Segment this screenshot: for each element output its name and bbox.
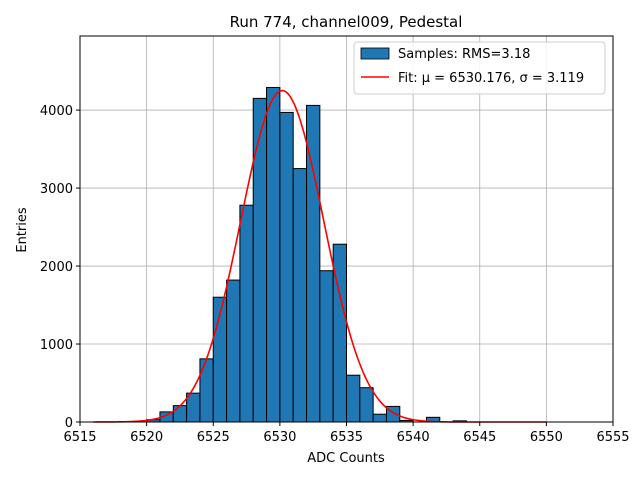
histogram-bar — [292, 168, 308, 423]
x-tick-label: 6515 — [63, 430, 96, 445]
y-tick-label: 4000 — [40, 104, 73, 119]
chart-title: Run 774, channel009, Pedestal — [230, 13, 463, 31]
x-tick-label: 6525 — [197, 430, 230, 445]
y-tick-label: 2000 — [40, 260, 73, 275]
legend-box — [353, 41, 606, 95]
legend-label-samples: Samples: RMS=3.18 — [398, 47, 530, 62]
axes — [76, 35, 614, 426]
histogram-bar — [186, 392, 201, 423]
x-axis-title: ADC Counts — [307, 451, 385, 466]
x-tick-label: 6555 — [596, 430, 629, 445]
histogram-bar — [332, 243, 347, 423]
histogram-bar — [172, 405, 188, 423]
histogram-bar — [252, 97, 268, 423]
histogram-bar — [266, 86, 281, 423]
x-tick-label: 6550 — [530, 430, 563, 445]
y-axis-title: Entries — [15, 207, 30, 253]
legend-label-fit: Fit: μ = 6530.176, σ = 3.119 — [398, 71, 584, 86]
x-tick-label: 6545 — [463, 430, 496, 445]
histogram-bar — [346, 374, 361, 423]
histogram-bar — [319, 270, 334, 423]
x-tick-label: 6520 — [130, 430, 163, 445]
y-tick-label: 3000 — [40, 182, 73, 197]
histogram-bar — [239, 204, 254, 423]
y-tick-label: 0 — [65, 416, 73, 431]
histogram-bar — [279, 111, 294, 423]
histogram-bar — [372, 413, 387, 423]
histogram-bar — [359, 387, 374, 423]
x-tick-label: 6530 — [263, 430, 296, 445]
legend-swatch-samples — [360, 47, 390, 60]
x-tick-label: 6535 — [330, 430, 363, 445]
x-tick-label: 6540 — [397, 430, 430, 445]
y-tick-label: 1000 — [40, 338, 73, 353]
histogram-bar — [226, 279, 241, 423]
histogram-bar — [199, 358, 214, 423]
tick-labels: 6515 6520 6525 6530 6535 6540 6545 6550 6555 0 100… — [40, 104, 630, 445]
legend: Samples: RMS=3.18 Fit: μ = 6530.176, σ =… — [353, 41, 606, 95]
